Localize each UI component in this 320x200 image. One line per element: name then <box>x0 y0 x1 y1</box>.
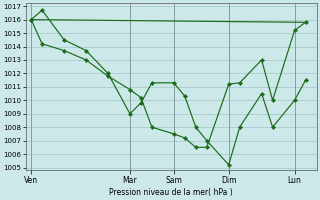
X-axis label: Pression niveau de la mer( hPa ): Pression niveau de la mer( hPa ) <box>109 188 233 197</box>
